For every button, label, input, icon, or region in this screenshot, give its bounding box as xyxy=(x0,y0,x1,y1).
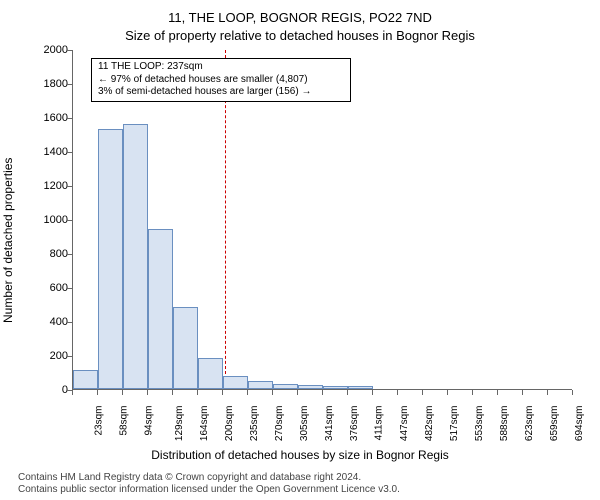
histogram-bar xyxy=(173,307,198,389)
y-tick-label: 1800 xyxy=(28,78,68,90)
annotation-line-1: 11 THE LOOP: 237sqm xyxy=(98,61,344,74)
histogram-bar xyxy=(273,384,298,389)
x-tick-label: 341sqm xyxy=(324,406,335,442)
x-tick-label: 588sqm xyxy=(499,406,510,442)
annotation-line-2: ← 97% of detached houses are smaller (4,… xyxy=(98,74,344,87)
y-tick-label: 1600 xyxy=(28,112,68,124)
x-tick-label: 200sqm xyxy=(224,406,235,442)
x-tick-label: 694sqm xyxy=(574,406,585,442)
y-tick-label: 1400 xyxy=(28,146,68,158)
footer-line-1: Contains HM Land Registry data © Crown c… xyxy=(18,472,400,484)
plot-area: 11 THE LOOP: 237sqm ← 97% of detached ho… xyxy=(72,50,572,390)
x-tick-mark xyxy=(522,390,523,395)
footer-line-2: Contains public sector information licen… xyxy=(18,484,400,496)
x-tick-label: 270sqm xyxy=(274,406,285,442)
histogram-bar xyxy=(148,229,173,389)
x-tick-mark xyxy=(272,390,273,395)
page-title: 11, THE LOOP, BOGNOR REGIS, PO22 7ND xyxy=(0,10,600,25)
x-tick-label: 411sqm xyxy=(373,406,384,441)
x-tick-mark xyxy=(172,390,173,395)
x-tick-mark xyxy=(472,390,473,395)
histogram-bar xyxy=(98,129,123,389)
x-tick-label: 164sqm xyxy=(199,406,210,442)
x-tick-label: 623sqm xyxy=(524,406,535,442)
x-tick-label: 553sqm xyxy=(474,406,485,442)
x-tick-mark xyxy=(147,390,148,395)
x-tick-mark xyxy=(122,390,123,395)
x-tick-mark xyxy=(72,390,73,395)
x-tick-label: 129sqm xyxy=(174,406,185,442)
chart-container: 11, THE LOOP, BOGNOR REGIS, PO22 7ND Siz… xyxy=(0,0,600,500)
histogram-bar xyxy=(73,370,98,389)
y-tick-label: 1200 xyxy=(28,180,68,192)
histogram-bar xyxy=(123,124,148,389)
y-tick-label: 1000 xyxy=(28,214,68,226)
y-tick-label: 800 xyxy=(28,248,68,260)
histogram-bar xyxy=(323,386,348,389)
x-tick-mark xyxy=(247,390,248,395)
annotation-box: 11 THE LOOP: 237sqm ← 97% of detached ho… xyxy=(91,58,351,102)
y-tick-label: 2000 xyxy=(28,44,68,56)
x-tick-label: 305sqm xyxy=(299,406,310,442)
x-tick-label: 376sqm xyxy=(349,406,360,442)
y-tick-label: 600 xyxy=(28,282,68,294)
histogram-bar xyxy=(248,381,273,389)
x-tick-label: 235sqm xyxy=(249,406,260,442)
histogram-bar xyxy=(223,376,248,389)
x-tick-mark xyxy=(372,390,373,395)
x-tick-mark xyxy=(347,390,348,395)
x-tick-mark xyxy=(447,390,448,395)
x-tick-mark xyxy=(497,390,498,395)
x-tick-label: 517sqm xyxy=(449,406,460,442)
x-tick-label: 94sqm xyxy=(144,406,155,436)
y-tick-label: 0 xyxy=(28,384,68,396)
histogram-bar xyxy=(298,385,323,389)
x-tick-mark xyxy=(297,390,298,395)
chart-subtitle: Size of property relative to detached ho… xyxy=(0,28,600,43)
y-axis-label: Number of detached properties xyxy=(1,221,15,233)
x-tick-mark xyxy=(197,390,198,395)
x-tick-mark xyxy=(422,390,423,395)
x-tick-label: 659sqm xyxy=(550,406,561,442)
x-tick-mark xyxy=(547,390,548,395)
footer-text: Contains HM Land Registry data © Crown c… xyxy=(18,472,400,496)
x-axis-label: Distribution of detached houses by size … xyxy=(0,448,600,462)
x-tick-label: 58sqm xyxy=(118,406,129,436)
y-tick-label: 400 xyxy=(28,316,68,328)
x-tick-label: 482sqm xyxy=(424,406,435,442)
x-tick-mark xyxy=(322,390,323,395)
histogram-bar xyxy=(198,358,223,389)
x-tick-mark xyxy=(97,390,98,395)
histogram-bar xyxy=(348,386,373,389)
x-tick-label: 447sqm xyxy=(399,406,410,442)
annotation-line-3: 3% of semi-detached houses are larger (1… xyxy=(98,86,344,99)
x-tick-label: 23sqm xyxy=(94,406,105,436)
y-tick-label: 200 xyxy=(28,350,68,362)
x-tick-mark xyxy=(397,390,398,395)
x-tick-mark xyxy=(222,390,223,395)
x-tick-mark xyxy=(572,390,573,395)
